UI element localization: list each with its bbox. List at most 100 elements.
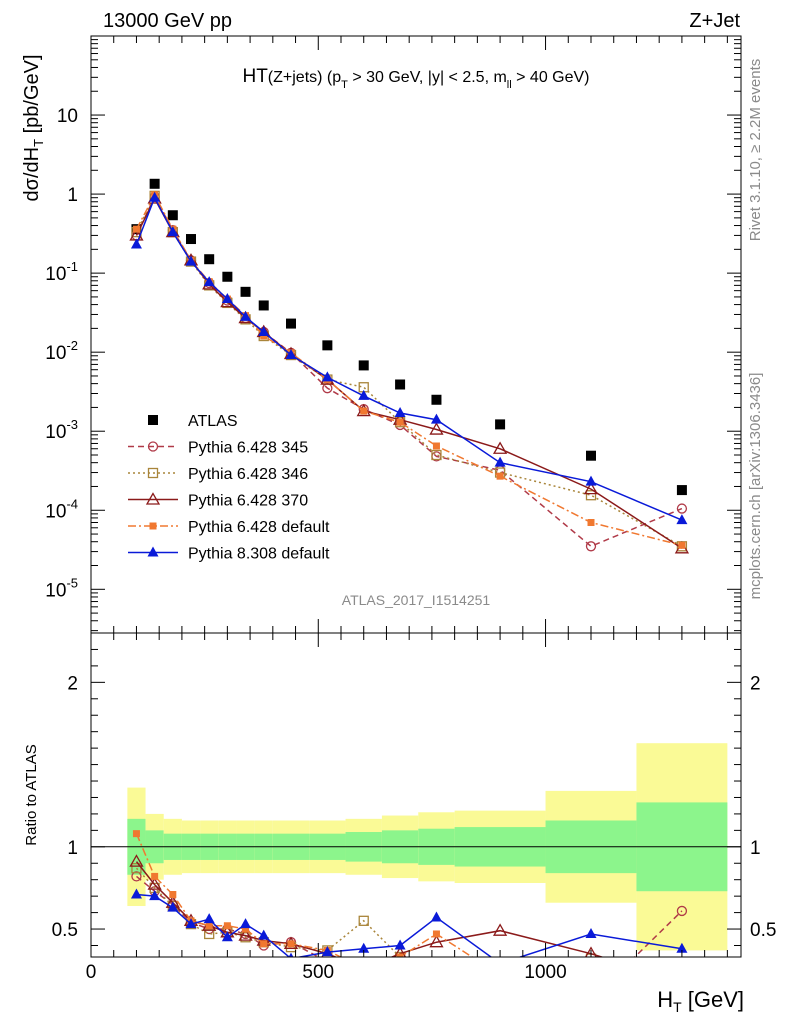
ratio-point-pythia-6-428-346 — [496, 966, 505, 975]
legend-item-pythia-6-428-345: Pythia 6.428 345 — [128, 440, 308, 457]
data-point-atlas — [222, 271, 233, 282]
ratio-point-pythia-6-428-default — [223, 922, 231, 930]
ratio-point-pythia-8-308-default — [394, 939, 406, 950]
ratio-point-pythia-6-428-default — [360, 965, 367, 972]
ratio-y-tick-label: 1 — [67, 838, 78, 859]
ratio-y-tick-label: 0.5 — [52, 920, 78, 941]
ratio-line-pythia-6-428-default — [135, 833, 474, 957]
ratio-point-pythia-8-308-default — [221, 931, 233, 942]
ratio-point-pythia-8-308-default — [495, 958, 506, 968]
ratio-point-pythia-8-308-default — [149, 890, 161, 901]
data-point-atlas — [676, 485, 687, 496]
ratio-point-pythia-6-428-346 — [394, 951, 406, 957]
ratio-frame — [90, 632, 742, 958]
data-point-pythia-8-308-default — [240, 310, 252, 321]
ratio-point-pythia-8-308-default — [585, 927, 597, 938]
main-frame — [90, 35, 742, 634]
data-point-pythia-6-428-default — [678, 541, 686, 549]
header-right: Z+Jet — [689, 10, 740, 32]
data-point-atlas — [186, 234, 196, 245]
series-line-pythia-6-428-346 — [135, 194, 683, 547]
plot-title-sub2: > 30 GeV, |y| < 2.5, m — [348, 69, 507, 86]
y-tick-label: 10-5 — [45, 575, 78, 601]
legend-label: Pythia 8.308 default — [188, 546, 330, 563]
data-point-pythia-6-428-345 — [585, 541, 597, 552]
y-tick-label: 10 — [57, 106, 78, 127]
ratio-point-pythia-6-428-default — [497, 972, 504, 979]
ratio-point-pythia-8-308-default — [430, 911, 442, 922]
ratio-y-tick-label-right: 2 — [750, 673, 761, 694]
legend-marker — [147, 441, 159, 452]
ratio-point-pythia-8-308-default — [321, 946, 333, 957]
data-point-pythia-6-428-346 — [585, 490, 597, 501]
y-tick-label: 10-4 — [45, 496, 78, 522]
ratio-point-pythia-6-428-370 — [358, 963, 370, 974]
plot-title-sub3: > 40 GeV) — [512, 69, 590, 86]
ratio-y-tick-label: 2 — [67, 673, 78, 694]
ratio-point-pythia-6-428-370 — [238, 928, 253, 941]
legend-label: Pythia 6.428 346 — [188, 466, 308, 483]
data-point-pythia-8-308-default — [676, 514, 688, 525]
plot-title-sub1: (Z+jets) (p — [268, 69, 341, 86]
legend-item-pythia-6-428-370: Pythia 6.428 370 — [128, 492, 308, 510]
ratio-point-pythia-6-428-370 — [676, 976, 688, 987]
data-point-pythia-6-428-default — [260, 332, 268, 340]
x-axis-label: HT [GeV] — [657, 987, 744, 1015]
ratio-point-pythia-6-428-370 — [147, 877, 162, 890]
data-point-pythia-8-308-default — [285, 349, 297, 360]
data-point-pythia-6-428-370 — [429, 422, 444, 435]
legend-item-pythia-6-428-default: Pythia 6.428 default — [128, 519, 330, 536]
ratio-point-pythia-6-428-345 — [432, 976, 441, 985]
data-point-pythia-8-308-default — [130, 238, 142, 249]
data-point-atlas — [286, 318, 296, 329]
series-line-pythia-6-428-default — [135, 193, 683, 547]
plot-title-main: HT — [242, 66, 268, 87]
main-series-group — [129, 178, 690, 554]
ratio-y-tick-label-right: 0.5 — [750, 920, 776, 941]
data-point-atlas — [322, 340, 333, 351]
ratio-point-pythia-6-428-345 — [496, 962, 505, 971]
plot-title-sub2-subscript: ll — [507, 79, 512, 91]
data-point-atlas — [395, 379, 406, 390]
legend-item-pythia-8-308-default: Pythia 8.308 default — [128, 546, 330, 563]
ratio-point-pythia-8-308-default — [258, 929, 270, 940]
rivet-label: Rivet 3.1.10, ≥ 2.2M events — [747, 59, 764, 242]
data-point-atlas — [586, 450, 596, 461]
data-point-pythia-8-308-default — [258, 325, 270, 336]
y-tick-label: 1 — [67, 185, 78, 206]
data-point-pythia-8-308-default — [185, 255, 197, 266]
ratio-point-pythia-6-428-default — [432, 930, 440, 938]
data-point-pythia-8-308-default — [430, 413, 442, 424]
legend-marker — [145, 492, 161, 505]
data-point-pythia-8-308-default — [221, 293, 233, 304]
ratio-point-pythia-6-428-346 — [358, 915, 369, 926]
data-point-pythia-6-428-default — [432, 442, 440, 450]
ratio-point-pythia-6-428-370 — [584, 946, 598, 957]
ratio-point-pythia-6-428-default — [151, 872, 159, 880]
series-atlas — [131, 178, 687, 496]
plot-title-sub1-subscript: T — [341, 79, 348, 91]
ratio-point-pythia-6-428-345 — [131, 871, 142, 882]
legend-label: Pythia 6.428 370 — [188, 493, 308, 510]
legend-label: Pythia 6.428 default — [188, 519, 330, 536]
data-point-atlas — [358, 360, 369, 371]
ratio-series-group — [91, 743, 741, 992]
y-tick-label: 10-2 — [45, 338, 78, 364]
x-tick-label: 1000 — [524, 962, 566, 983]
ratio-point-pythia-6-428-default — [588, 985, 595, 992]
ratio-series-pythia-8-308-default — [130, 888, 688, 968]
ratio-y-axis-label: Ratio to ATLAS — [23, 744, 40, 845]
ratio-point-pythia-6-428-346 — [677, 974, 686, 983]
ratio-point-pythia-6-428-default — [396, 953, 404, 957]
data-point-pythia-6-428-370 — [583, 481, 599, 495]
x-tick-label: 500 — [302, 962, 334, 983]
data-point-atlas — [495, 419, 506, 430]
data-point-pythia-6-428-default — [396, 418, 404, 426]
ratio-point-pythia-6-428-default — [260, 940, 268, 948]
data-point-pythia-8-308-default — [358, 389, 370, 400]
legend-item-pythia-6-428-346: Pythia 6.428 346 — [128, 466, 308, 483]
ratio-point-pythia-8-308-default — [185, 918, 197, 929]
ratio-point-pythia-8-308-default — [167, 901, 179, 912]
legend-marker — [147, 467, 159, 479]
